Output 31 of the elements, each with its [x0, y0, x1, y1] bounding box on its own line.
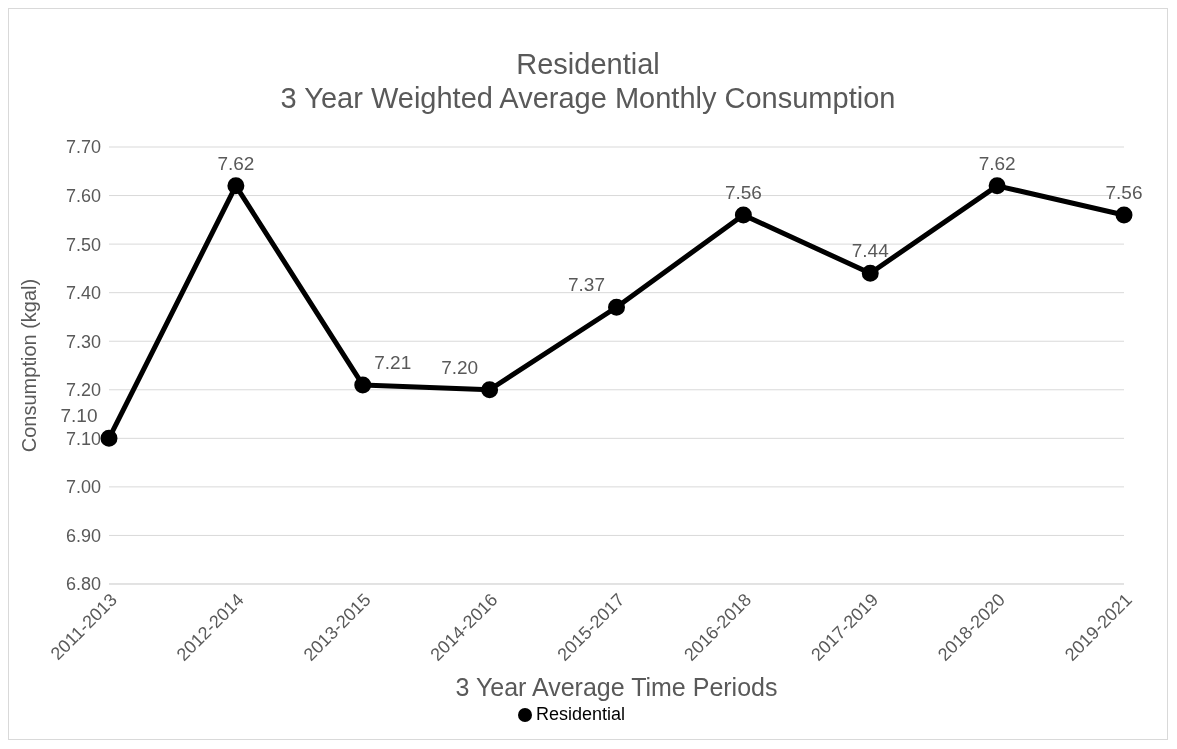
- chart-title: Residential 3 Year Weighted Average Monthly Consumption: [279, 47, 897, 116]
- y-tick-label: 7.00: [65, 477, 101, 498]
- legend-label: Residential: [535, 704, 626, 724]
- point: [227, 177, 245, 195]
- y-tick-label: 7.50: [65, 234, 101, 255]
- y-tick-label: 6.90: [65, 525, 101, 546]
- y-tick-label: 7.70: [65, 137, 101, 158]
- y-tick-label: 7.60: [65, 185, 101, 206]
- data-label: 7.62: [978, 152, 1016, 174]
- y-tick-label: 7.40: [65, 283, 101, 304]
- data-label: 7.56: [1105, 181, 1143, 203]
- y-tick-label: 7.30: [65, 331, 101, 352]
- point: [608, 298, 625, 316]
- data-label: 7.21: [374, 351, 412, 373]
- data-label: 7.62: [217, 152, 255, 174]
- data-label: 7.37: [568, 274, 605, 296]
- y-tick-label: 6.80: [65, 574, 101, 595]
- point: [1115, 206, 1133, 224]
- data-label: 7.56: [724, 181, 762, 203]
- point: [481, 381, 499, 399]
- data-label: 7.20: [441, 356, 479, 378]
- point: [988, 177, 1006, 195]
- data-label: 7.44: [851, 240, 890, 262]
- point: [734, 206, 752, 224]
- x-axis-title: 3 Year Average Time Periods: [455, 673, 778, 701]
- point: [100, 429, 118, 447]
- point: [354, 376, 372, 394]
- y-tick-label: 7.10: [65, 428, 101, 449]
- y-tick-label: 7.20: [65, 380, 101, 401]
- point: [861, 264, 879, 282]
- y-axis-title: Consumption (kgal): [18, 278, 41, 453]
